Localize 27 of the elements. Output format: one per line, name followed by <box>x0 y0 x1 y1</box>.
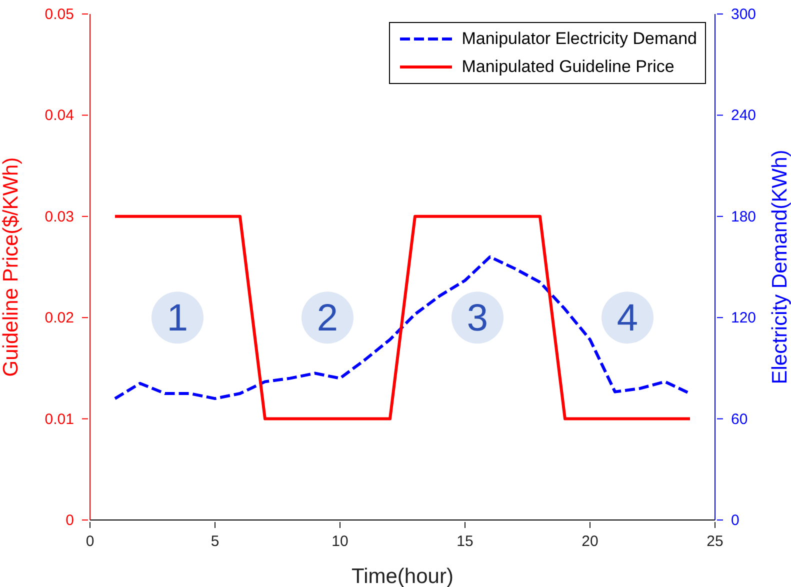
y-axis-title: Guideline Price($/KWh) <box>0 157 22 377</box>
y2-axis-title: Electricity Demand(KWh) <box>768 150 791 384</box>
y2-tick-label: 120 <box>731 310 756 327</box>
y2-tick-label: 300 <box>731 6 756 23</box>
x-tick-label: 20 <box>582 533 598 550</box>
y-tick-label: 0 <box>66 512 74 529</box>
y-tick-label: 0.02 <box>44 310 74 327</box>
legend-label: Manipulator Electricity Demand <box>462 29 697 49</box>
x-tick-label: 0 <box>86 533 94 550</box>
x-tick-label: 15 <box>456 533 474 550</box>
y-tick-label: 0.04 <box>44 107 74 124</box>
y-tick-label: 0.05 <box>44 6 74 23</box>
y2-tick-label: 60 <box>731 410 748 428</box>
annotation: 2 <box>316 298 338 340</box>
x-tick-label: 25 <box>706 533 724 550</box>
y2-tick-label: 180 <box>731 208 756 226</box>
x-tick-label: 5 <box>210 533 220 550</box>
x-tick-label: 10 <box>332 533 348 550</box>
x-axis-title: Time(hour) <box>352 565 454 587</box>
annotation: 1 <box>166 298 188 340</box>
annotation: 4 <box>616 298 638 340</box>
legend-label: Manipulated Guideline Price <box>462 57 674 77</box>
y-tick-label: 0.01 <box>44 410 74 428</box>
y2-tick-label: 0 <box>731 512 740 529</box>
y2-tick-label: 240 <box>731 107 756 124</box>
annotation: 3 <box>466 298 488 340</box>
y-tick-label: 0.03 <box>44 208 74 226</box>
